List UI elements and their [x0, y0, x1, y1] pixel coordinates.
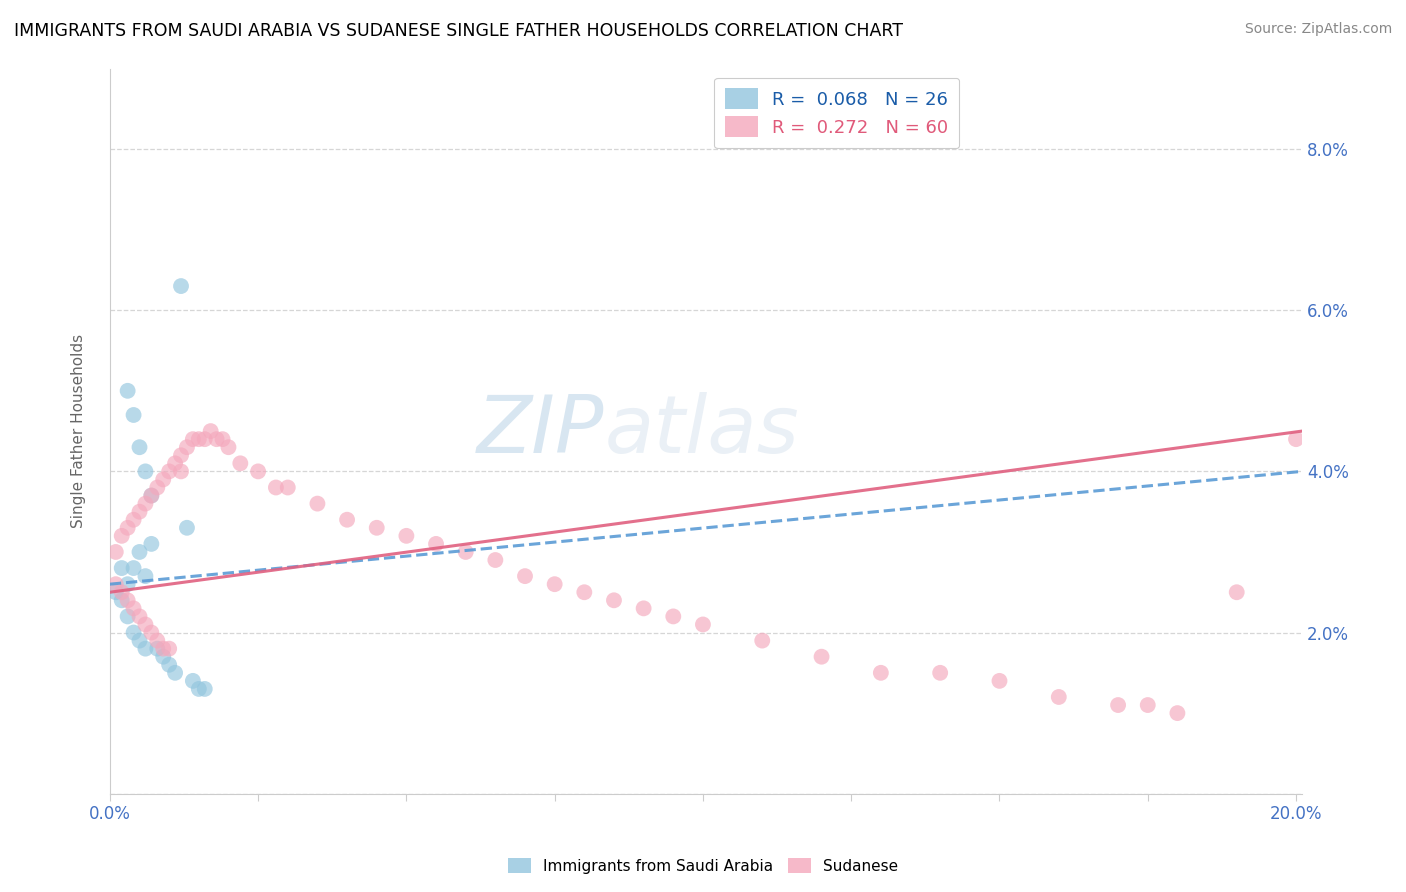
Point — [1285, 432, 1308, 446]
Point — [128, 505, 150, 519]
Point — [146, 641, 169, 656]
Point — [211, 432, 233, 446]
Point — [1136, 698, 1159, 712]
Point — [170, 464, 193, 478]
Point — [117, 577, 139, 591]
Point — [603, 593, 626, 607]
Point — [152, 472, 174, 486]
Point — [134, 617, 156, 632]
Point — [1226, 585, 1249, 599]
Point — [111, 561, 134, 575]
Point — [187, 432, 209, 446]
Point — [870, 665, 893, 680]
Point — [134, 569, 156, 583]
Point — [1107, 698, 1129, 712]
Point — [141, 489, 163, 503]
Point — [929, 665, 952, 680]
Point — [810, 649, 832, 664]
Point — [194, 432, 217, 446]
Point — [751, 633, 773, 648]
Point — [104, 585, 127, 599]
Point — [200, 424, 222, 438]
Point — [122, 561, 145, 575]
Point — [513, 569, 536, 583]
Point — [395, 529, 418, 543]
Point — [122, 408, 145, 422]
Point — [165, 456, 187, 470]
Point — [307, 497, 329, 511]
Point — [146, 481, 169, 495]
Point — [176, 521, 198, 535]
Point — [484, 553, 506, 567]
Point — [157, 464, 180, 478]
Point — [454, 545, 477, 559]
Point — [128, 440, 150, 454]
Point — [141, 537, 163, 551]
Point — [165, 665, 187, 680]
Point — [1047, 690, 1070, 704]
Point — [181, 673, 204, 688]
Point — [425, 537, 447, 551]
Point — [122, 601, 145, 615]
Point — [574, 585, 596, 599]
Point — [134, 497, 156, 511]
Point — [247, 464, 270, 478]
Point — [194, 681, 217, 696]
Point — [264, 481, 287, 495]
Legend: R =  0.068   N = 26, R =  0.272   N = 60: R = 0.068 N = 26, R = 0.272 N = 60 — [714, 78, 959, 148]
Point — [104, 577, 127, 591]
Point — [217, 440, 239, 454]
Text: ZIP: ZIP — [477, 392, 605, 470]
Point — [117, 521, 139, 535]
Point — [157, 641, 180, 656]
Point — [122, 513, 145, 527]
Point — [336, 513, 359, 527]
Point — [692, 617, 714, 632]
Point — [1166, 706, 1188, 720]
Text: atlas: atlas — [605, 392, 800, 470]
Point — [141, 489, 163, 503]
Text: Source: ZipAtlas.com: Source: ZipAtlas.com — [1244, 22, 1392, 37]
Point — [128, 609, 150, 624]
Point — [117, 384, 139, 398]
Point — [122, 625, 145, 640]
Point — [633, 601, 655, 615]
Point — [187, 681, 209, 696]
Point — [141, 625, 163, 640]
Point — [134, 641, 156, 656]
Point — [366, 521, 388, 535]
Point — [988, 673, 1011, 688]
Point — [111, 593, 134, 607]
Point — [111, 529, 134, 543]
Point — [134, 464, 156, 478]
Point — [128, 633, 150, 648]
Y-axis label: Single Father Households: Single Father Households — [72, 334, 86, 528]
Point — [146, 633, 169, 648]
Point — [152, 649, 174, 664]
Point — [205, 432, 228, 446]
Point — [176, 440, 198, 454]
Point — [181, 432, 204, 446]
Point — [544, 577, 567, 591]
Point — [229, 456, 252, 470]
Point — [170, 279, 193, 293]
Point — [104, 545, 127, 559]
Point — [128, 545, 150, 559]
Point — [662, 609, 685, 624]
Legend: Immigrants from Saudi Arabia, Sudanese: Immigrants from Saudi Arabia, Sudanese — [502, 852, 904, 880]
Point — [157, 657, 180, 672]
Point — [117, 593, 139, 607]
Text: IMMIGRANTS FROM SAUDI ARABIA VS SUDANESE SINGLE FATHER HOUSEHOLDS CORRELATION CH: IMMIGRANTS FROM SAUDI ARABIA VS SUDANESE… — [14, 22, 903, 40]
Point — [111, 585, 134, 599]
Point — [277, 481, 299, 495]
Point — [170, 448, 193, 462]
Point — [152, 641, 174, 656]
Point — [117, 609, 139, 624]
